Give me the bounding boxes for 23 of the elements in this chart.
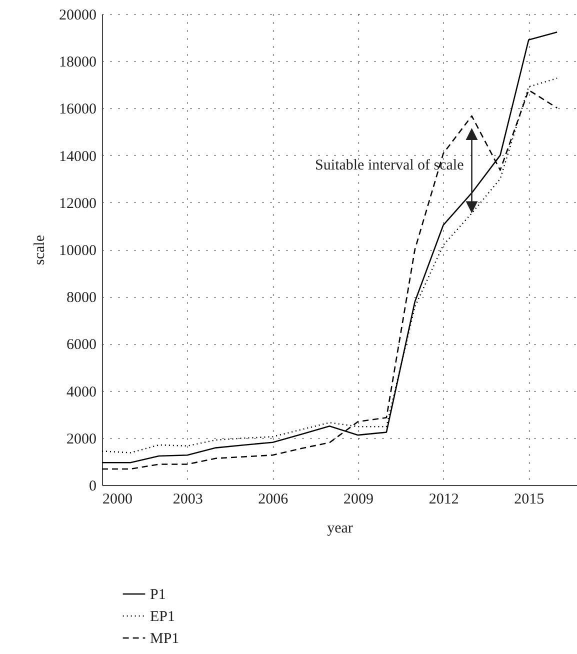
x-tick-label: 2003 [172, 492, 203, 508]
y-tick-label: 10000 [59, 243, 96, 259]
y-tick-label: 2000 [66, 431, 96, 448]
x-tick-label: 2015 [514, 492, 544, 508]
y-tick-label: 12000 [59, 196, 96, 212]
x-tick-label: 2000 [102, 492, 132, 508]
x-tick-label: 2006 [258, 492, 289, 508]
y-tick-label: 16000 [59, 102, 96, 118]
legend-label: EP1 [150, 609, 176, 625]
x-tick-label: 2012 [428, 492, 459, 508]
legend-label: MP1 [150, 631, 180, 647]
y-axis-title: scale [32, 234, 48, 265]
legend-label: P1 [150, 587, 166, 603]
x-tick-label: 2009 [343, 492, 374, 508]
y-tick-label: 0 [89, 478, 96, 494]
y-tick-label: 8000 [66, 290, 96, 306]
y-tick-label: 18000 [59, 54, 96, 71]
x-axis-title: year [327, 520, 353, 536]
y-tick-label: 20000 [59, 8, 96, 24]
y-tick-label: 14000 [59, 148, 96, 165]
y-tick-label: 6000 [66, 337, 96, 354]
annotation: Suitable interval of scale [315, 158, 464, 174]
y-tick-label: 4000 [66, 384, 96, 400]
